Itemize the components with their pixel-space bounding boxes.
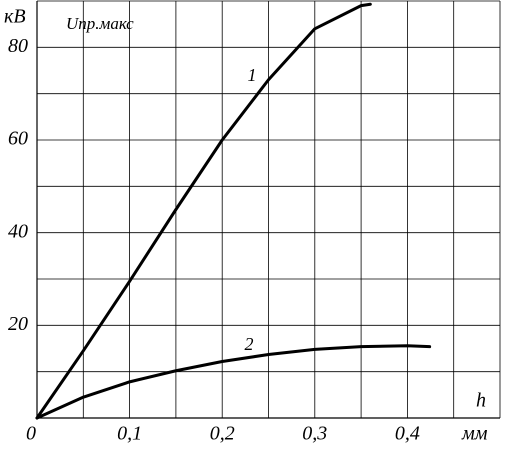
x-tick-label: 0 xyxy=(26,423,36,445)
y-tick-label: 60 xyxy=(8,128,28,150)
series-label: 2 xyxy=(245,334,254,354)
series-label: 1 xyxy=(248,65,257,85)
y-axis-label: кВ xyxy=(4,6,26,28)
y-quantity: Uпр.макс xyxy=(66,14,134,33)
y-tick-label: 80 xyxy=(8,35,28,57)
x-unit: мм xyxy=(461,423,488,445)
x-axis-label: h xyxy=(476,390,486,412)
line xyxy=(35,2,372,420)
x-tick-label: 0,1 xyxy=(117,423,142,445)
x-tick-label: 0,4 xyxy=(395,423,420,445)
y-tick-label: 40 xyxy=(8,220,28,242)
x-tick-label: 0,2 xyxy=(210,423,235,445)
line xyxy=(35,344,432,420)
y-tick-label: 20 xyxy=(8,313,28,335)
x-tick-label: 0,3 xyxy=(302,423,327,445)
